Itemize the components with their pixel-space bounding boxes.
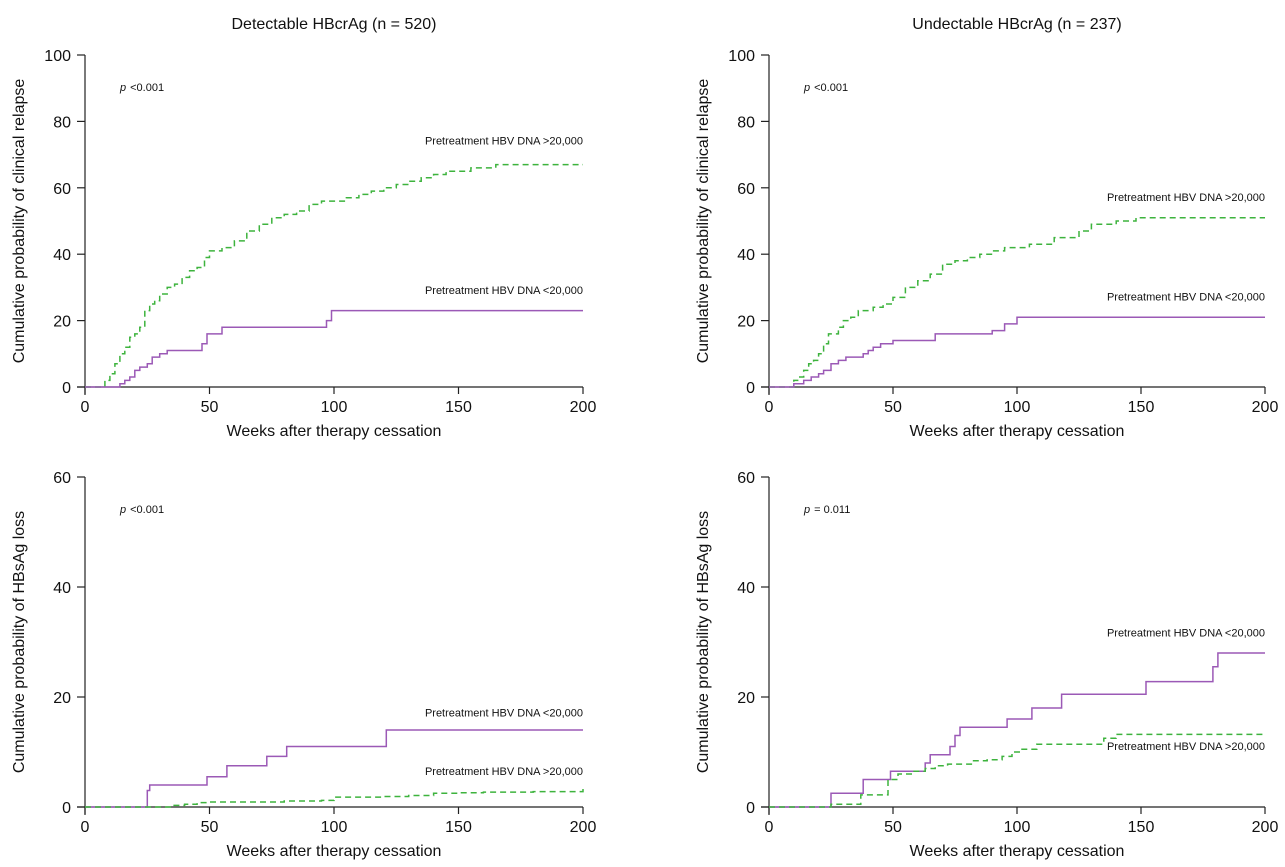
- x-tick-label: 150: [1128, 819, 1155, 836]
- y-tick-label: 20: [737, 314, 755, 331]
- x-tick-label: 50: [201, 819, 219, 836]
- y-tick-label: 40: [53, 580, 71, 597]
- x-axis-label: Weeks after therapy cessation: [227, 843, 442, 860]
- series-annotation: Pretreatment HBV DNA >20,000: [1107, 192, 1265, 204]
- x-tick-label: 200: [570, 819, 597, 836]
- p-value-label: p <0.001: [119, 82, 164, 94]
- x-tick-label: 50: [201, 399, 219, 416]
- chart-title: Detectable HBcrAg (n = 520): [232, 16, 437, 33]
- y-axis-label: Cumulative probability of clinical relap…: [11, 79, 28, 364]
- y-tick-label: 100: [728, 48, 755, 65]
- x-tick-label: 50: [884, 399, 902, 416]
- y-axis-label: Cumulative probability of HBsAg loss: [11, 511, 28, 773]
- series-line-dna-above-20000: [769, 733, 1265, 808]
- x-tick-label: 0: [765, 399, 774, 416]
- y-tick-label: 40: [737, 247, 755, 264]
- p-symbol: p: [119, 504, 126, 516]
- x-axis-label: Weeks after therapy cessation: [910, 843, 1125, 860]
- x-tick-label: 100: [321, 399, 348, 416]
- chart-panel-bottom-left: 0 50 100 150 200 0 20 40 60 Weeks after therapy c…: [11, 470, 596, 860]
- series-line-dna-below-20000: [769, 316, 1265, 388]
- x-tick-label: 100: [1004, 399, 1031, 416]
- x-tick-label: 150: [445, 399, 472, 416]
- y-tick-label: 80: [53, 114, 71, 131]
- series-line-dna-below-20000: [85, 309, 583, 388]
- y-tick-label: 20: [53, 314, 71, 331]
- series-annotation: Pretreatment HBV DNA <20,000: [1107, 628, 1265, 640]
- series-annotation: Pretreatment HBV DNA <20,000: [1107, 292, 1265, 304]
- y-tick-label: 80: [737, 114, 755, 131]
- x-tick-label: 200: [1252, 819, 1279, 836]
- y-tick-label: 60: [737, 181, 755, 198]
- p-value-label: p <0.001: [803, 82, 848, 94]
- chart-title: Undectable HBcrAg (n = 237): [912, 16, 1121, 33]
- p-value-label: p = 0.011: [803, 504, 850, 516]
- y-tick-label: 40: [53, 247, 71, 264]
- p-value: <0.001: [814, 82, 848, 94]
- p-symbol: p: [119, 82, 126, 94]
- y-tick-label: 100: [44, 48, 71, 65]
- x-tick-label: 150: [1128, 399, 1155, 416]
- y-tick-label: 0: [746, 800, 755, 817]
- y-axis-label: Cumulative probability of clinical relap…: [695, 79, 712, 364]
- y-tick-label: 40: [737, 580, 755, 597]
- y-tick-label: 0: [62, 380, 71, 397]
- series-annotation: Pretreatment HBV DNA <20,000: [425, 707, 583, 719]
- chart-panel-top-right: Undectable HBcrAg (n = 237) 0 50 100 150 200 0…: [695, 16, 1278, 440]
- series-line-dna-above-20000: [85, 788, 584, 808]
- x-tick-label: 200: [570, 399, 597, 416]
- y-tick-label: 20: [53, 690, 71, 707]
- y-tick-label: 0: [62, 800, 71, 817]
- series-line-dna-above-20000: [85, 163, 583, 388]
- p-symbol: p: [803, 82, 810, 94]
- p-value-label: p <0.001: [119, 504, 164, 516]
- series-annotation: Pretreatment HBV DNA <20,000: [425, 285, 583, 297]
- series-annotation: Pretreatment HBV DNA >20,000: [425, 136, 583, 148]
- x-axis-label: Weeks after therapy cessation: [910, 423, 1125, 440]
- p-value: <0.001: [130, 82, 164, 94]
- x-tick-label: 0: [81, 819, 90, 836]
- p-value: <0.001: [130, 504, 164, 516]
- chart-panel-bottom-right: 0 50 100 150 200 0 20 40 60 Weeks after therapy c…: [695, 470, 1278, 860]
- x-tick-label: 0: [81, 399, 90, 416]
- x-tick-label: 150: [445, 819, 472, 836]
- p-value: = 0.011: [814, 504, 850, 516]
- series-annotation: Pretreatment HBV DNA >20,000: [1107, 741, 1265, 753]
- x-tick-label: 100: [321, 819, 348, 836]
- y-axis-label: Cumulative probability of HBsAg loss: [695, 511, 712, 773]
- y-tick-label: 20: [737, 690, 755, 707]
- x-tick-label: 50: [884, 819, 902, 836]
- series-line-dna-below-20000: [769, 652, 1265, 808]
- x-axis-label: Weeks after therapy cessation: [227, 423, 442, 440]
- series-line-dna-below-20000: [85, 729, 583, 808]
- series-annotation: Pretreatment HBV DNA >20,000: [425, 766, 583, 778]
- x-tick-label: 200: [1252, 399, 1279, 416]
- y-tick-label: 0: [746, 380, 755, 397]
- y-tick-label: 60: [53, 470, 71, 487]
- x-tick-label: 0: [765, 819, 774, 836]
- y-tick-label: 60: [53, 181, 71, 198]
- p-symbol: p: [803, 504, 810, 516]
- series-line-dna-above-20000: [769, 216, 1265, 388]
- y-tick-label: 60: [737, 470, 755, 487]
- chart-panel-top-left: Detectable HBcrAg (n = 520) 0 50 100 150 200 0…: [11, 16, 596, 440]
- x-tick-label: 100: [1004, 819, 1031, 836]
